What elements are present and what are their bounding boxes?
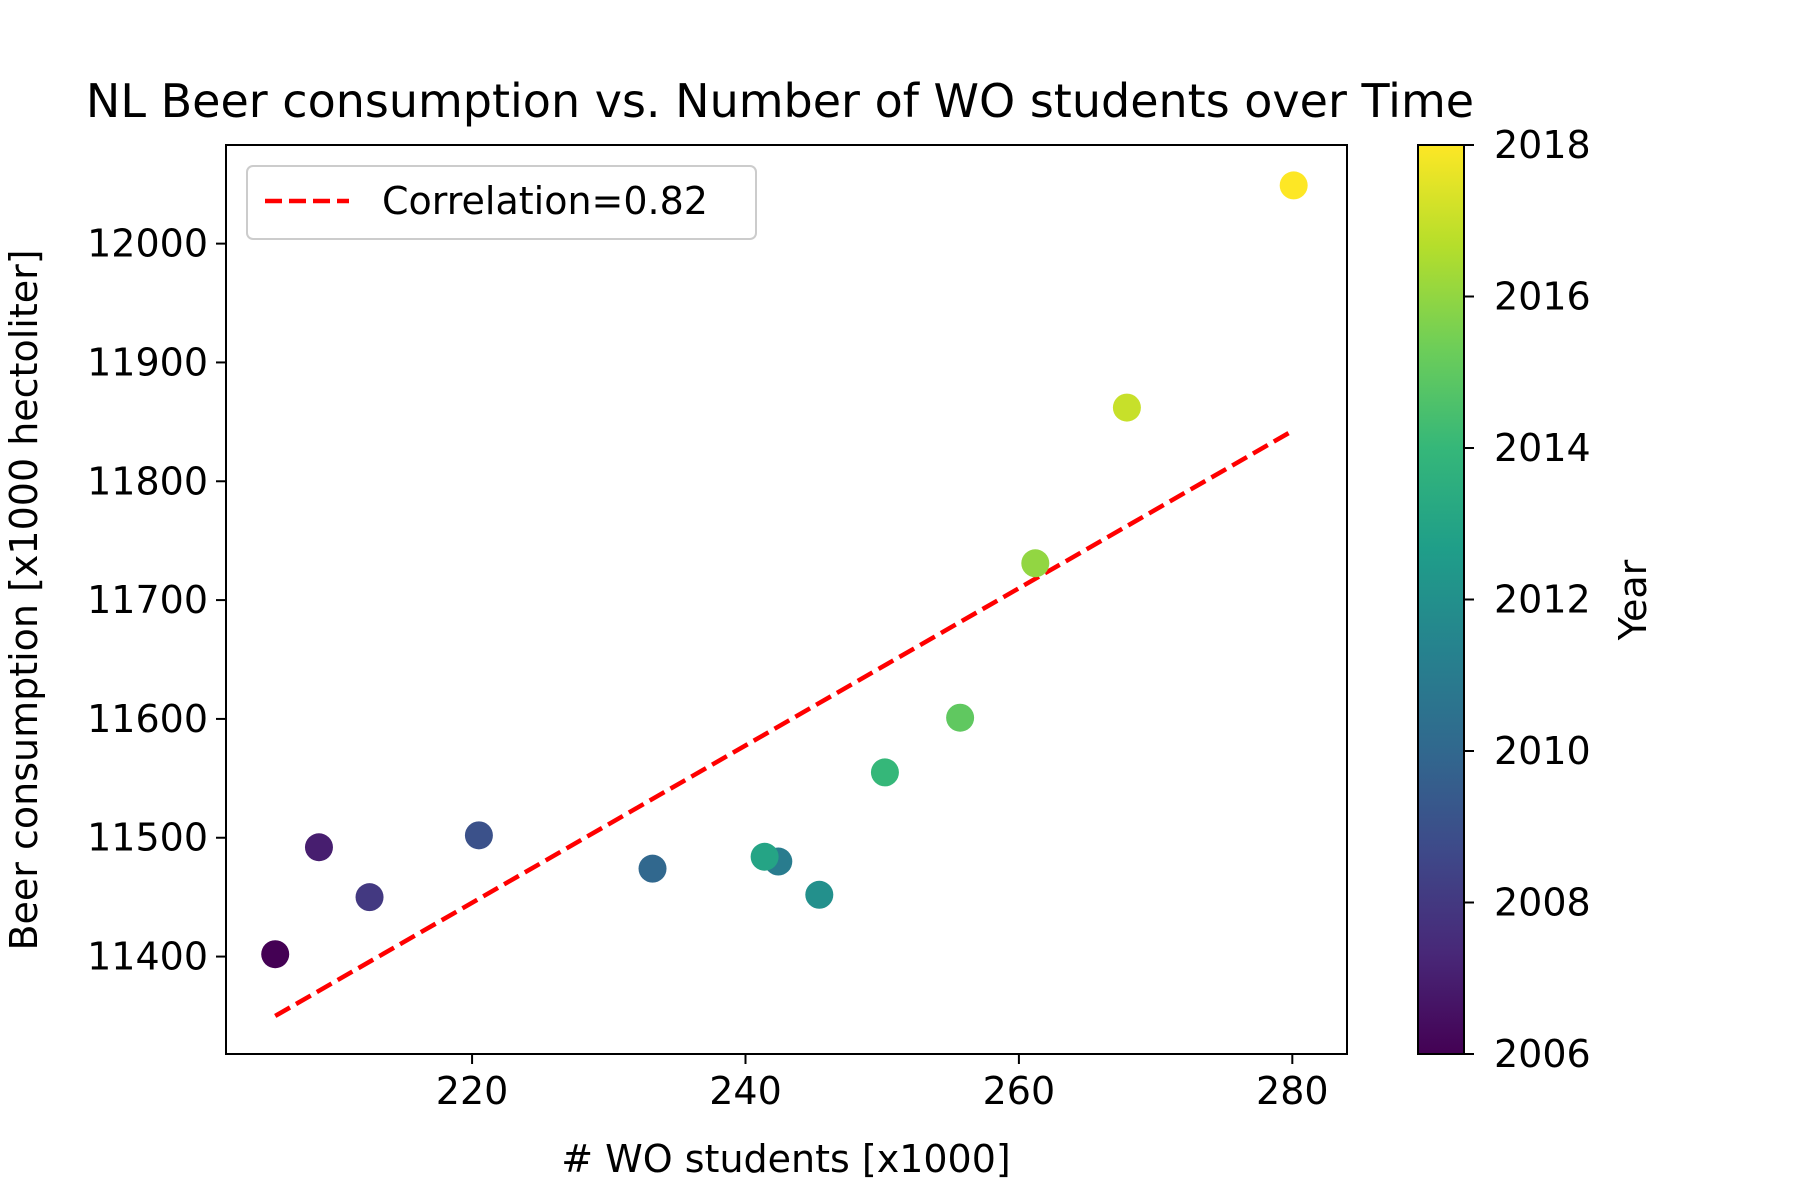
y-axis: 11400 11500 11600 11700 11800 11900 12000 (87, 222, 226, 979)
data-point-2018 (1279, 171, 1308, 200)
data-point-2009 (464, 821, 493, 850)
colorbar-tick-label: 2010 (1494, 729, 1591, 773)
x-axis: 220 240 260 280 (436, 1054, 1329, 1113)
x-tick-label: 280 (1256, 1069, 1329, 1113)
colorbar-tick-label: 2012 (1494, 578, 1591, 622)
colorbar-label: Year (1611, 559, 1655, 641)
colorbar: 2006 2008 2010 2012 2014 2016 2018 Year (1417, 123, 1655, 1076)
colorbar-tick-label: 2006 (1494, 1032, 1591, 1076)
trend-line (274, 428, 1295, 1018)
data-point-2017 (1112, 393, 1141, 422)
x-tick-label: 220 (436, 1069, 509, 1113)
colorbar-gradient (1417, 144, 1465, 1055)
colorbar-tick-label: 2018 (1494, 123, 1591, 167)
data-point-2015 (946, 703, 975, 732)
x-tick-label: 240 (709, 1069, 782, 1113)
colorbar-tick-label: 2008 (1494, 881, 1591, 925)
x-tick-label: 260 (983, 1069, 1056, 1113)
data-point-2006 (261, 940, 290, 969)
colorbar-tick-label: 2016 (1494, 275, 1591, 319)
x-axis-label: # WO students [x1000] (561, 1137, 1010, 1181)
y-tick-label: 11900 (87, 340, 208, 384)
y-tick-label: 11700 (87, 578, 208, 622)
plot-area (225, 144, 1348, 1055)
y-tick-label: 11800 (87, 459, 208, 503)
data-point-2016 (1021, 549, 1050, 578)
data-point-2012 (805, 880, 834, 909)
y-tick-label: 12000 (87, 222, 208, 266)
legend: Correlation=0.82 (246, 165, 757, 240)
data-points (261, 171, 1308, 969)
data-point-2014 (870, 758, 899, 787)
colorbar-tick-label: 2014 (1494, 426, 1591, 470)
trend-line-group (274, 428, 1295, 1018)
colorbar-ticks: 2006 2008 2010 2012 2014 2016 2018 (1464, 123, 1591, 1076)
plot-frame (225, 144, 1348, 1055)
chart-title: NL Beer consumption vs. Number of WO stu… (86, 74, 1474, 128)
y-tick-label: 11400 (87, 935, 208, 979)
data-point-2013 (750, 842, 779, 871)
y-tick-label: 11500 (87, 816, 208, 860)
y-axis-label: Beer consumption [x1000 hectoliter] (2, 249, 46, 950)
legend-box (246, 165, 757, 240)
data-point-2008 (355, 883, 384, 912)
data-point-2010 (638, 854, 667, 883)
data-point-2007 (304, 833, 333, 862)
legend-entry-correlation: Correlation=0.82 (382, 179, 708, 223)
y-tick-label: 11600 (87, 697, 208, 741)
